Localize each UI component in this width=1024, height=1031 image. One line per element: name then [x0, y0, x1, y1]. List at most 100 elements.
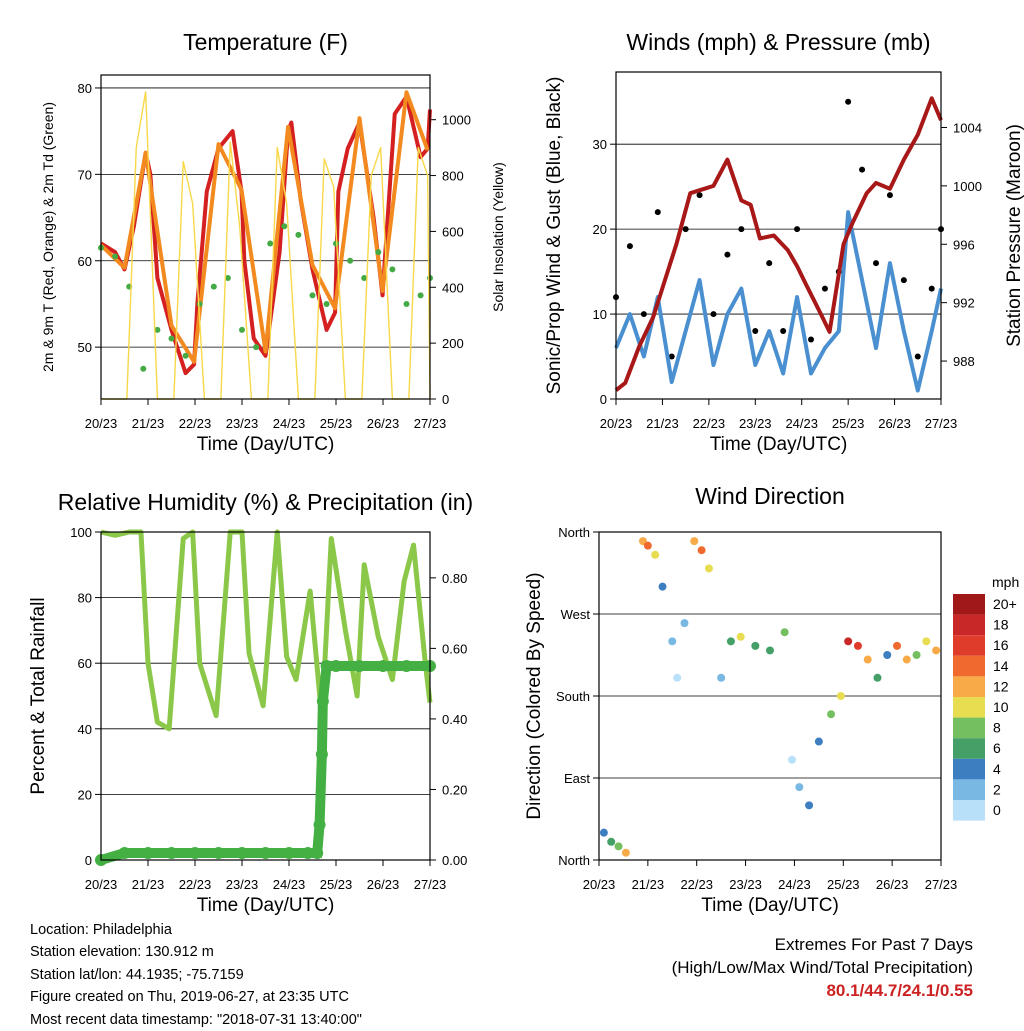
x-tick-label: 26/23: [878, 416, 911, 431]
data-point: [643, 541, 652, 550]
data-point: [112, 253, 119, 260]
y-tick-label: North: [558, 853, 590, 868]
x-tick-label: 27/23: [925, 877, 958, 892]
y2-tick-label: 1000: [442, 113, 471, 128]
data-point: [780, 628, 789, 637]
y-tick-label: North: [558, 525, 590, 540]
legend-swatch: [953, 655, 985, 677]
data-point: [766, 260, 773, 267]
legend-label: 12: [993, 678, 1009, 694]
data-point: [668, 353, 675, 360]
data-point: [780, 328, 787, 335]
x-tick-label: 23/23: [226, 877, 259, 892]
data-point: [680, 619, 689, 628]
y2-axis-label: Station Pressure (Maroon): [1004, 124, 1024, 347]
data-point: [668, 637, 677, 646]
y2-tick-label: 1004: [953, 120, 982, 135]
x-tick-label: 23/23: [226, 416, 259, 431]
y-tick-label: 40: [78, 722, 92, 737]
y-axis-label: Sonic/Prop Wind & Gust (Blue, Black): [544, 77, 565, 395]
data-point: [845, 98, 852, 105]
y-axis-label: Percent & Total Rainfall: [28, 597, 49, 794]
y2-tick-label: 988: [953, 354, 975, 369]
data-point: [736, 632, 745, 641]
data-point: [417, 292, 424, 299]
x-tick-label: 24/23: [273, 416, 306, 431]
legend-swatch: [953, 697, 985, 718]
y2-tick-label: 0: [442, 392, 449, 407]
data-point: [361, 275, 368, 282]
data-point: [766, 646, 774, 655]
data-point: [717, 673, 726, 682]
legend-label: 14: [993, 658, 1009, 674]
legend-swatch: [953, 635, 985, 656]
series-4: [101, 91, 431, 400]
data-point: [794, 226, 801, 233]
data-point: [859, 166, 866, 173]
data-point: [922, 637, 931, 646]
data-point: [168, 335, 175, 342]
data-point: [738, 226, 745, 233]
legend-label: 6: [993, 740, 1001, 756]
data-point: [873, 673, 882, 682]
y2-tick-label: 992: [953, 296, 975, 311]
x-tick-label: 20/23: [583, 877, 616, 892]
data-point: [696, 192, 703, 199]
chart-title: Temperature (F): [183, 29, 348, 55]
data-point: [196, 300, 203, 307]
data-point: [726, 637, 735, 646]
data-point: [912, 651, 921, 659]
plot-frame: [100, 74, 431, 400]
data-point: [886, 192, 893, 199]
series-3: [614, 96, 943, 392]
y-tick-label: 60: [78, 656, 92, 671]
y2-tick-label: 0.40: [442, 712, 467, 727]
data-point: [883, 651, 892, 659]
data-point: [682, 226, 689, 233]
chart-panel-4: Wind Direction Time (Day/UTC) Direction (C…: [524, 483, 1019, 916]
data-point: [808, 336, 814, 343]
y-tick-label: 0: [85, 853, 92, 868]
legend-title: mph: [992, 574, 1019, 590]
data-point: [309, 292, 316, 299]
x-tick-label: 26/23: [876, 877, 909, 892]
data-point: [182, 352, 189, 359]
y2-tick-label: 1000: [953, 179, 982, 194]
x-tick-label: 20/23: [85, 416, 118, 431]
data-point: [614, 842, 623, 851]
series-2: [614, 210, 943, 393]
data-point: [403, 300, 410, 307]
series-3: [98, 223, 433, 372]
x-tick-label: 26/23: [367, 877, 400, 892]
data-point: [914, 353, 921, 360]
legend-label: 0: [993, 802, 1001, 818]
y-tick-label: 70: [78, 167, 92, 182]
chart-panel-3: Relative Humidity (%) & Precipitation (i…: [28, 489, 473, 916]
y-tick-label: 60: [78, 254, 92, 269]
x-tick-label: 21/23: [132, 416, 165, 431]
y-tick-label: 80: [78, 81, 92, 96]
y-tick-label: 30: [593, 137, 607, 152]
x-tick-label: 25/23: [832, 416, 865, 431]
data-point: [239, 326, 245, 333]
legend-label: 4: [993, 761, 1001, 777]
data-point: [787, 755, 796, 764]
data-point: [253, 344, 260, 351]
x-tick-label: 25/23: [320, 877, 353, 892]
x-axis-label: Time (Day/UTC): [701, 895, 839, 916]
speed-legend: mph 20+ 18 16 14 12 10 8 6 4 2 0: [953, 574, 1019, 821]
x-tick-label: 26/23: [367, 416, 400, 431]
y2-tick-label: 0.00: [442, 853, 467, 868]
data-point: [347, 257, 354, 264]
data-point: [375, 249, 382, 256]
y-tick-label: South: [556, 689, 590, 704]
figure-created: Figure created on Thu, 2019-06-27, at 23…: [30, 989, 349, 1006]
data-point: [621, 848, 630, 857]
chart-panel-2: Winds (mph) & Pressure (mb) Time (Day/UTC…: [544, 29, 1024, 455]
y-tick-label: 20: [78, 787, 92, 802]
chart-title: Relative Humidity (%) & Precipitation (i…: [58, 489, 473, 515]
data-point: [690, 537, 699, 546]
data-point: [844, 637, 853, 646]
data-point: [140, 365, 147, 372]
data-point: [607, 837, 616, 846]
